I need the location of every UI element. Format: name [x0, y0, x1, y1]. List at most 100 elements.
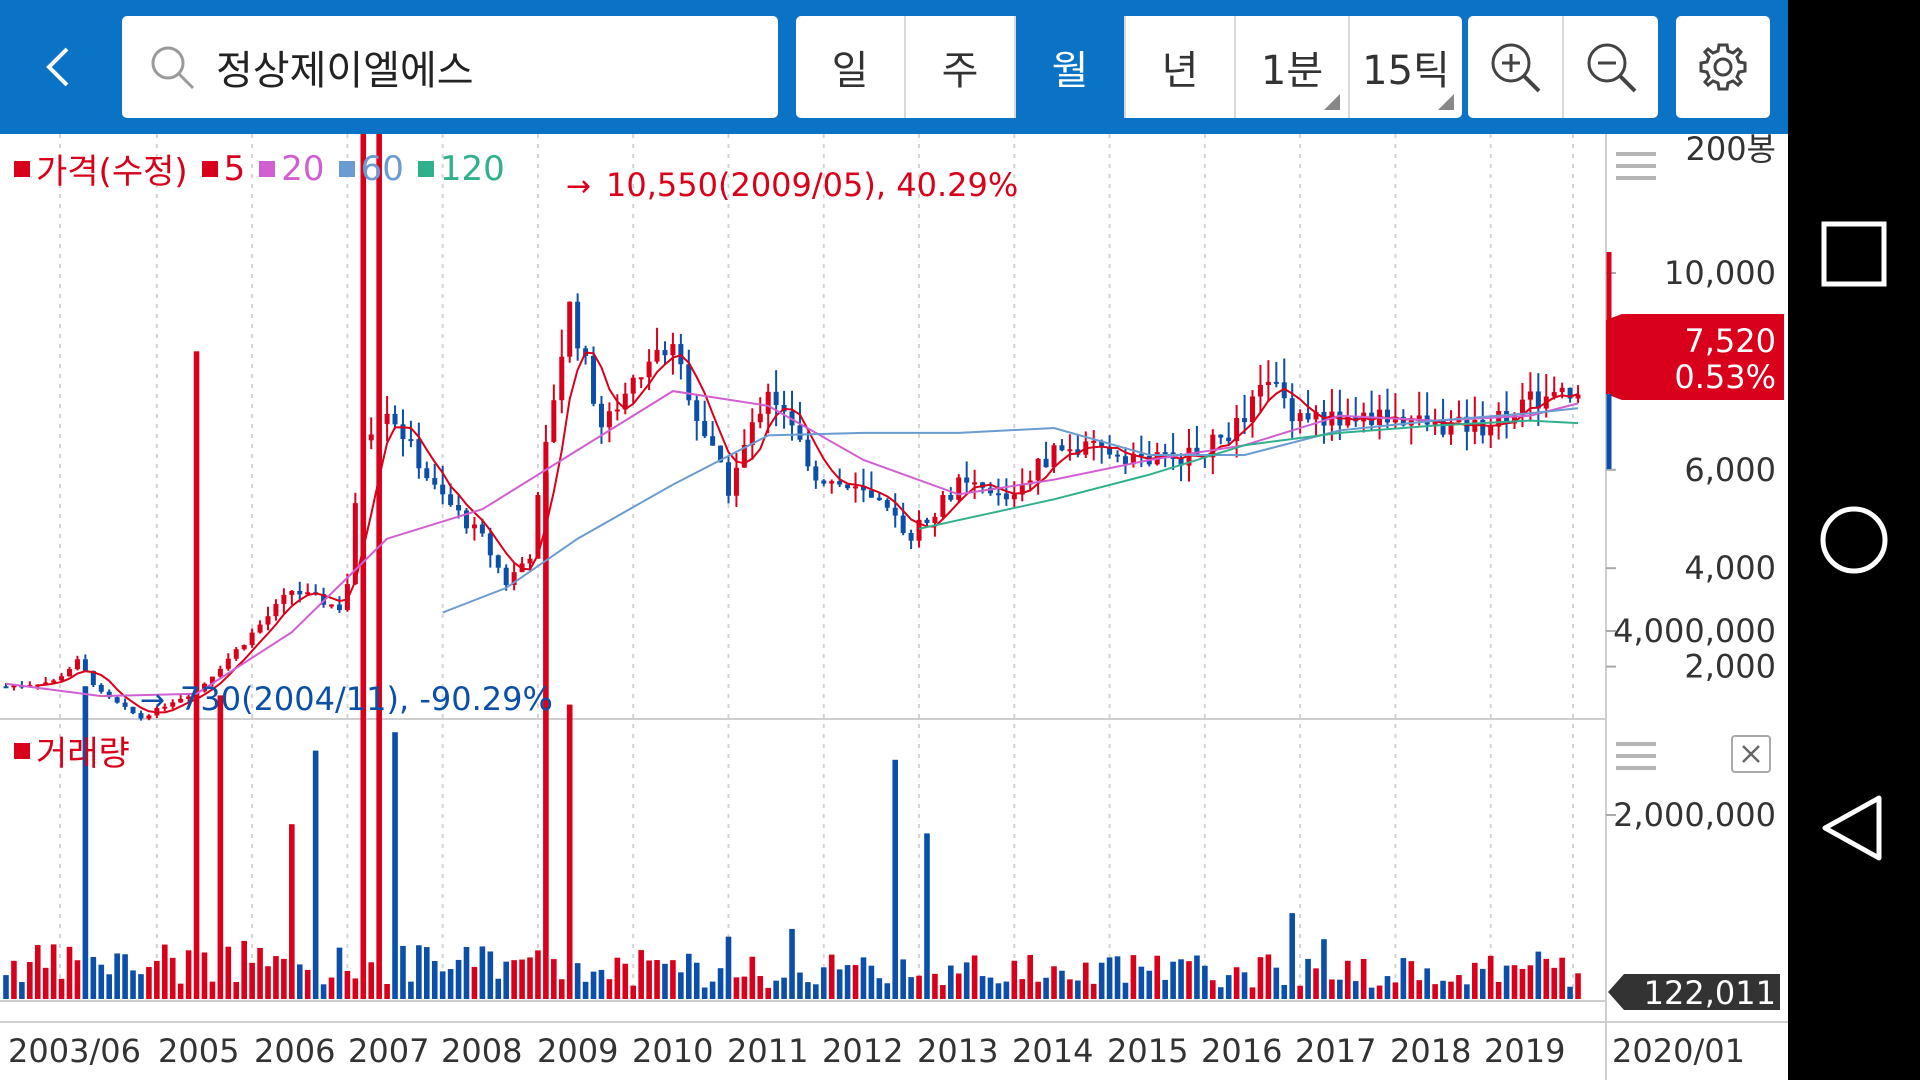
back-nav-button[interactable] [1788, 762, 1920, 894]
candle-body [1162, 452, 1168, 455]
stock-chart[interactable]: 2,0004,0006,00010,0002,000,0004,000,000 … [0, 0, 1788, 1080]
tab-period-4[interactable]: 1분 [1236, 16, 1350, 118]
stock-search-box[interactable] [122, 16, 778, 118]
hamburger-icon[interactable] [1616, 152, 1656, 180]
close-icon[interactable] [1731, 735, 1771, 773]
volume-bar [1440, 980, 1446, 999]
period-tabs: 일 주 월 년 1분 15틱 [796, 16, 1462, 118]
candle-body [940, 495, 946, 517]
volume-bar [1305, 958, 1311, 999]
candle-body [916, 519, 922, 541]
volume-bar [217, 695, 224, 999]
search-input[interactable] [214, 43, 718, 91]
volume-bar [614, 957, 621, 999]
candle-body [1519, 399, 1525, 416]
candle-body [1099, 440, 1105, 447]
zoom-in-button[interactable] [1468, 16, 1564, 118]
candle-body [1488, 426, 1494, 436]
candle-body [51, 680, 57, 683]
volume-bar [955, 973, 962, 999]
volume-bar [789, 928, 795, 999]
recents-button[interactable] [1788, 188, 1920, 320]
tab-period-2[interactable]: 월 [1016, 16, 1126, 118]
candle-body [654, 350, 660, 362]
volume-bar [1265, 954, 1272, 999]
price-tick-label: 6,000 [1684, 451, 1776, 489]
tab-period-3[interactable]: 년 [1126, 16, 1236, 118]
volume-bar [900, 959, 906, 999]
candle-body [900, 515, 906, 533]
current-price: 7,520 [1684, 322, 1776, 360]
volume-bar [717, 968, 724, 999]
volume-bar [169, 957, 176, 999]
ma120-line [918, 419, 1579, 530]
candle-body [1575, 394, 1581, 399]
volume-bar [1321, 939, 1327, 999]
back-button[interactable] [0, 0, 118, 134]
x-axis-label: 2010 [632, 1032, 713, 1070]
x-axis-label: 2019 [1484, 1032, 1565, 1070]
volume-bar [1289, 913, 1296, 999]
tab-period-5[interactable]: 15틱 [1350, 16, 1462, 118]
candle-body [1178, 458, 1184, 466]
candle-body [511, 572, 517, 586]
current-change: 0.53% [1674, 358, 1776, 396]
volume-bar [836, 969, 843, 999]
volume-bar [138, 974, 144, 999]
candle-body [860, 486, 866, 491]
volume-bar [598, 969, 605, 999]
volume-bar [1019, 979, 1026, 999]
tab-period-0[interactable]: 일 [796, 16, 906, 118]
candle-body [416, 439, 422, 469]
candle-body [1075, 449, 1081, 455]
candle-body [622, 393, 628, 410]
tab-period-1[interactable]: 주 [906, 16, 1016, 118]
candle-body [265, 616, 271, 625]
volume-bar [273, 956, 279, 999]
volume-bar [733, 977, 740, 999]
volume-bar [1456, 975, 1462, 999]
candle-body [1448, 422, 1454, 435]
volume-bar [74, 960, 81, 999]
candle-body [964, 477, 970, 483]
candle-body [305, 592, 311, 595]
candle-body [281, 594, 287, 604]
volume-bar [1146, 970, 1153, 999]
volume-bar [820, 967, 827, 999]
legend-ma-0: 5 [223, 148, 246, 189]
legend-swatch [338, 160, 355, 177]
volume-bar [1432, 984, 1438, 999]
candle-body [1273, 381, 1279, 384]
volume-bar [1384, 976, 1391, 999]
candle-body [1527, 391, 1533, 400]
volume-bar [1472, 962, 1478, 999]
volume-bar [1106, 957, 1113, 999]
volume-bar [638, 950, 644, 999]
volume-bar [693, 962, 700, 999]
volume-bar [908, 977, 914, 999]
candle-body [138, 713, 144, 719]
volume-bar [1075, 980, 1081, 999]
dropdown-corner-icon [1324, 94, 1340, 110]
candle-body [1107, 446, 1113, 455]
volume-bar [916, 975, 922, 999]
candle-body [130, 706, 136, 714]
candle-body [1186, 447, 1192, 466]
hamburger-icon[interactable] [1616, 742, 1656, 770]
x-axis-label: 2018 [1390, 1032, 1471, 1070]
volume-bar [400, 945, 406, 999]
chart-area[interactable]: 2,000 4,000 6,000 10,000 2,000,000 4,000,000 … [0, 0, 1788, 1080]
volume-bar [940, 985, 946, 999]
price-tick-label: 10,000 [1664, 254, 1776, 292]
android-nav-bar [1788, 0, 1920, 1080]
candle-body [59, 676, 65, 681]
volume-bar [304, 969, 311, 999]
volume-bar [1051, 966, 1057, 999]
candle-body [35, 684, 41, 687]
zoom-out-button[interactable] [1564, 16, 1658, 118]
settings-button[interactable] [1676, 16, 1770, 118]
home-button[interactable] [1788, 474, 1920, 606]
candle-body [606, 411, 612, 428]
candle-body [598, 403, 604, 428]
candle-body [1313, 411, 1319, 420]
